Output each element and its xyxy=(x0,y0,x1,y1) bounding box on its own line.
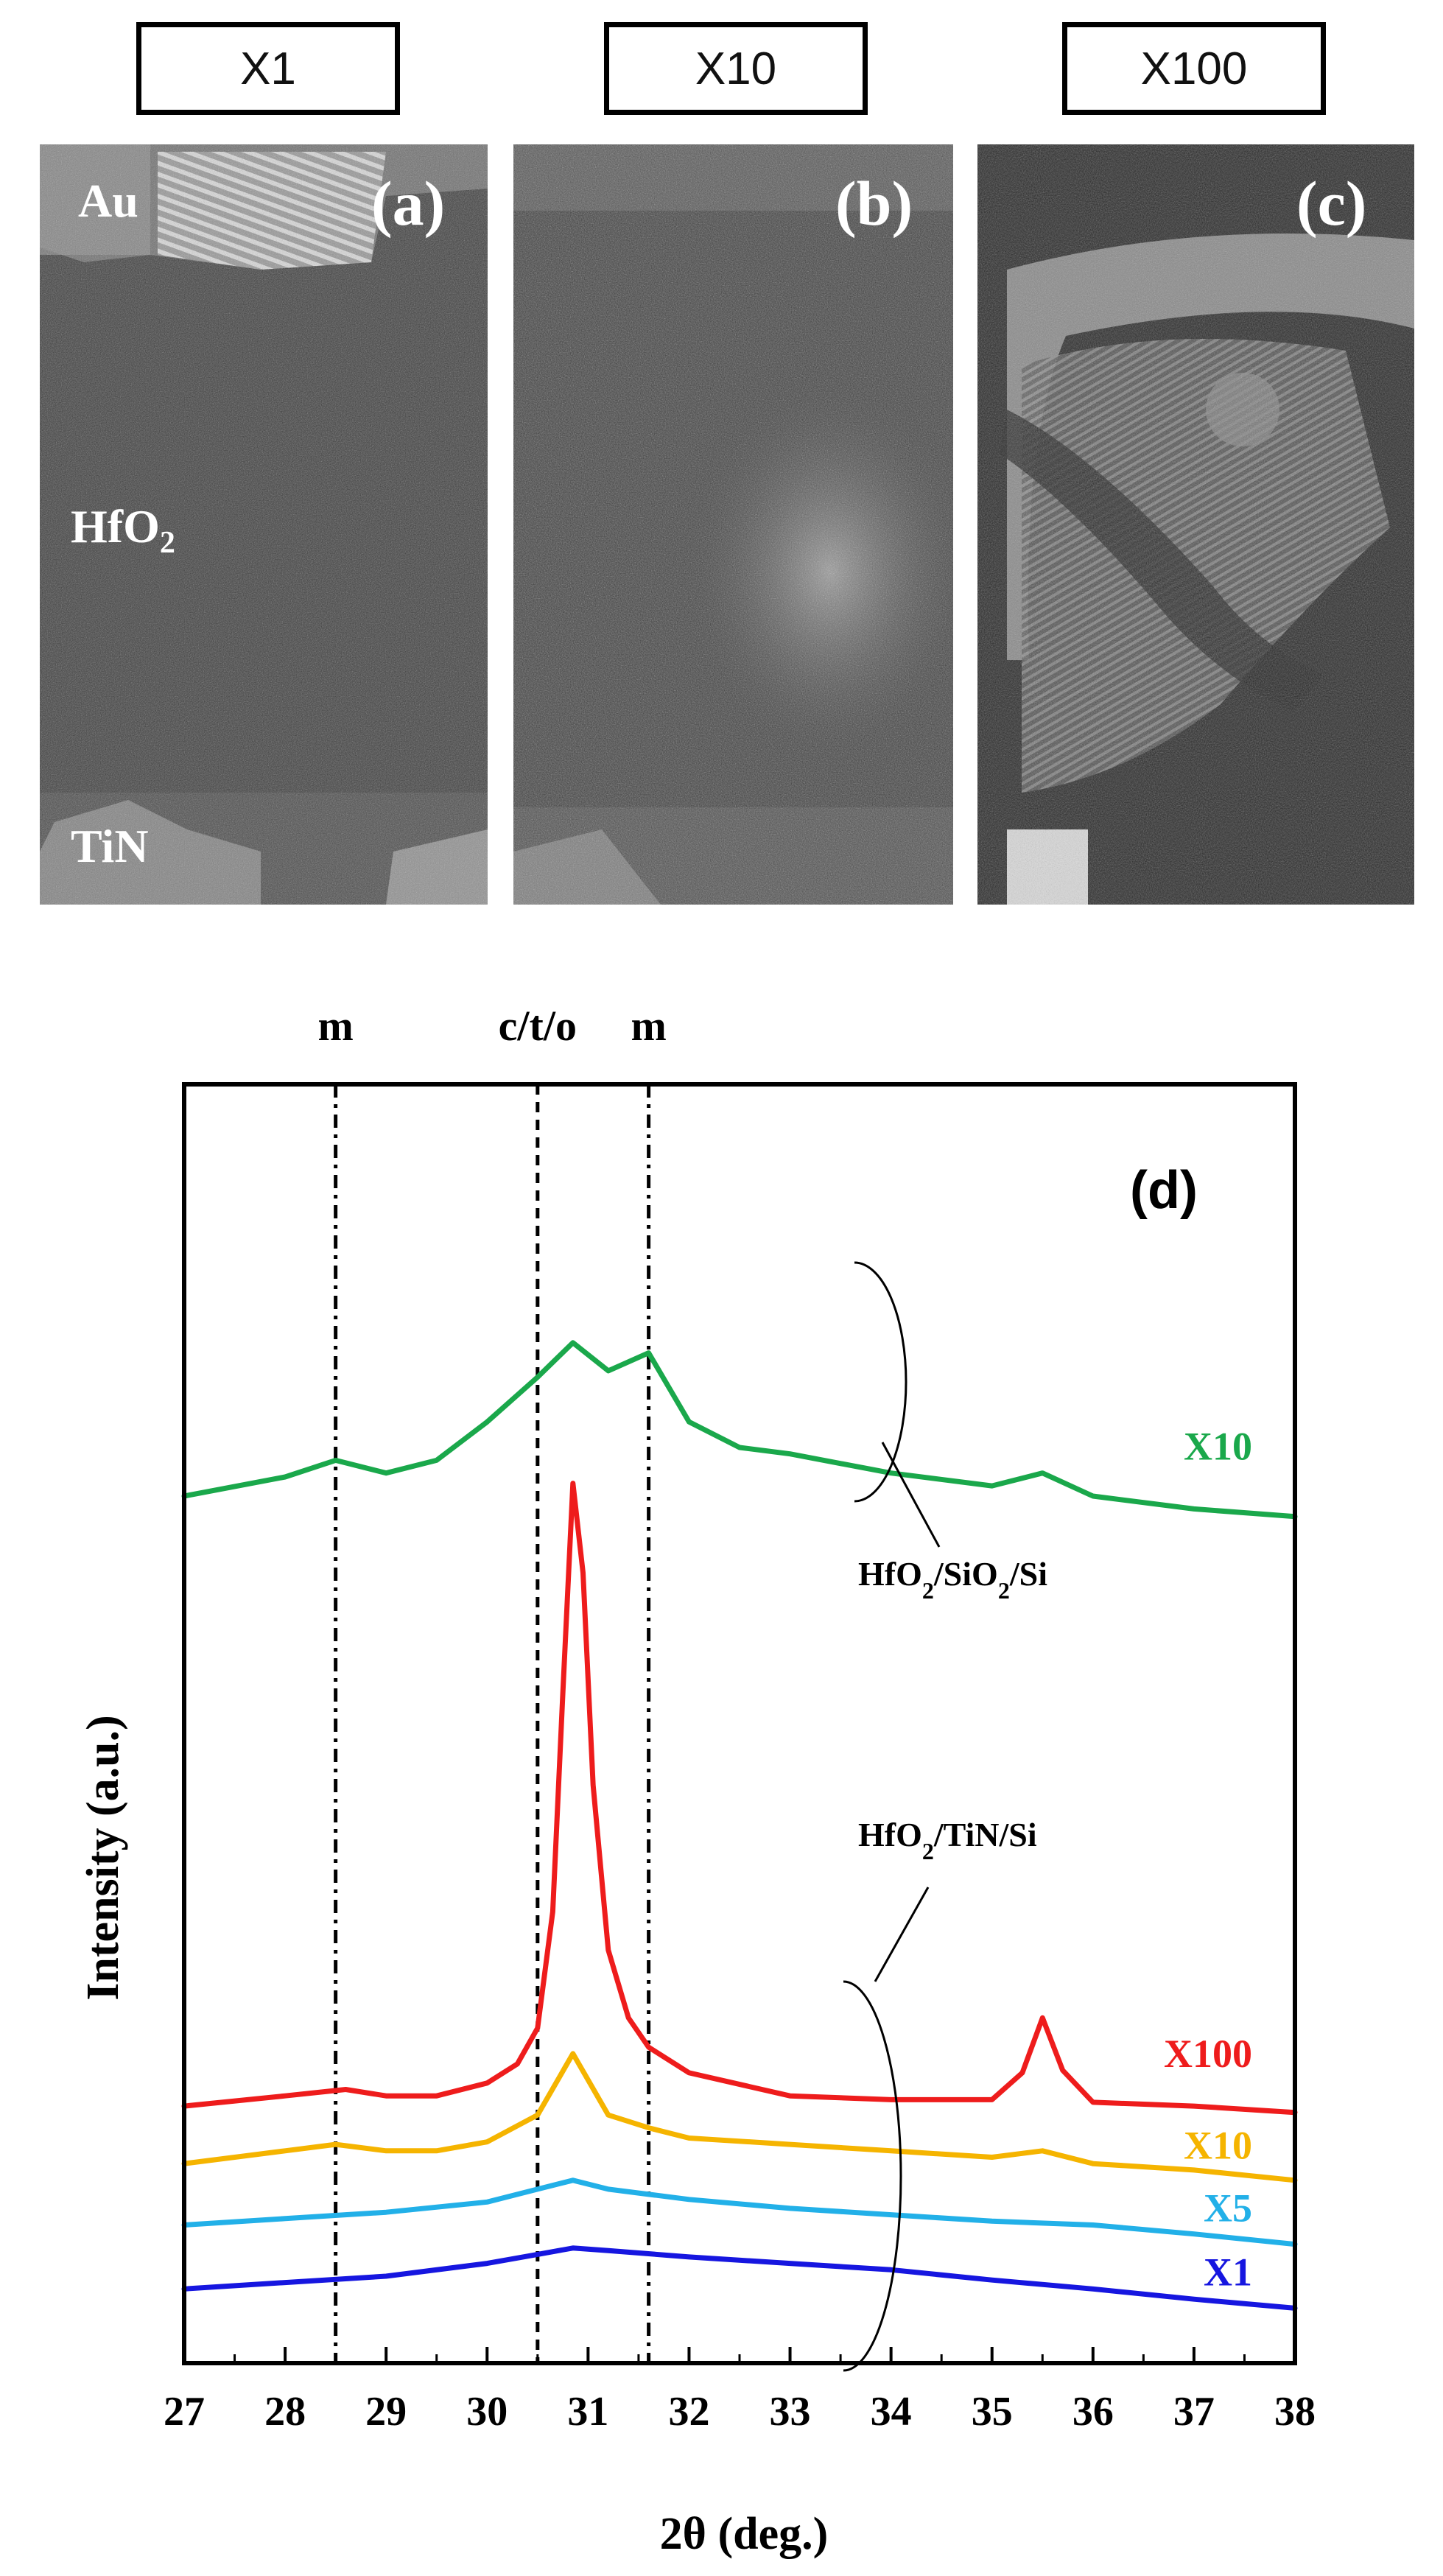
reference-line-label-1: c/t/o xyxy=(499,1002,577,1050)
reference-lines xyxy=(334,1084,651,2363)
tem-image-c xyxy=(977,144,1414,905)
x-tick-label-5: 32 xyxy=(668,2389,709,2435)
panel-c-magnification-box: X100 xyxy=(1062,22,1326,115)
tem-panel-a: (a) Au HfO2 TiN xyxy=(40,144,488,905)
x-tick-label-8: 35 xyxy=(972,2389,1013,2435)
panel-a-letter: (a) xyxy=(371,168,446,239)
series-label-1: X100 xyxy=(1164,2032,1252,2076)
sio2-group-label: HfO2/SiO2/Si xyxy=(858,1555,1047,1604)
tin-layer-label: TiN xyxy=(71,819,149,874)
panel-b-magnification-label: X10 xyxy=(695,43,777,94)
series-label-3: X5 xyxy=(1204,2186,1252,2231)
sio2-group-sub2: 2 xyxy=(998,1577,1010,1604)
x-tick-label-3: 30 xyxy=(466,2389,508,2435)
tem-image-b xyxy=(513,144,953,905)
tem-image-a xyxy=(40,144,488,905)
plot-frame xyxy=(182,1082,1297,2365)
series-line-4 xyxy=(181,2245,1298,2311)
series-layer xyxy=(181,1340,1298,2311)
series-line-2 xyxy=(181,2051,1298,2183)
xrd-chart: 27 28 29 30 31 32 33 34 35 36 37 38 m c/t/o m X10 X100 X… xyxy=(78,1002,1316,2559)
tin-group-part2: /TiN/Si xyxy=(933,1816,1037,1853)
series-label-0: X10 xyxy=(1184,1425,1252,1469)
x-tick-label-2: 29 xyxy=(365,2389,407,2435)
sio2-group-sub1: 2 xyxy=(922,1577,934,1604)
sio2-group-part2: /SiO xyxy=(933,1555,998,1593)
series-line-1 xyxy=(181,1481,1298,2116)
x-tick-label-10: 37 xyxy=(1173,2389,1215,2435)
series-label-4: X1 xyxy=(1204,2250,1252,2294)
x-axis-ticks: 27 28 29 30 31 32 33 34 35 36 37 38 xyxy=(164,2347,1316,2435)
x-axis-title: 2θ (deg.) xyxy=(660,2509,829,2559)
panel-b-magnification-box: X10 xyxy=(604,22,868,115)
reference-line-label-2: m xyxy=(631,1002,666,1050)
tem-panel-b: (b) xyxy=(513,144,953,905)
x-tick-label-6: 33 xyxy=(770,2389,811,2435)
au-layer-label: Au xyxy=(78,174,138,228)
panel-a-magnification-label: X1 xyxy=(240,43,296,94)
tin-layer-text: TiN xyxy=(71,820,149,872)
au-layer-text: Au xyxy=(78,175,138,227)
series-label-2: X10 xyxy=(1184,2123,1252,2167)
hfo2-layer-subscript: 2 xyxy=(159,525,175,560)
series-line-0 xyxy=(181,1340,1298,1520)
series-line-3 xyxy=(181,2177,1298,2247)
panel-a-magnification-box: X1 xyxy=(136,22,400,115)
panel-c-letter: (c) xyxy=(1296,168,1367,239)
panel-c-magnification-label: X100 xyxy=(1140,43,1248,94)
chart-labels: m c/t/o m X10 X100 X10 X5 X1 xyxy=(317,1002,1252,2294)
reference-line-label-0: m xyxy=(317,1002,353,1050)
tin-group-label: HfO2/TiN/Si xyxy=(858,1816,1037,1864)
panel-b-letter: (b) xyxy=(835,168,913,239)
tin-group-bracket xyxy=(843,1980,902,2372)
sio2-group-leader xyxy=(881,1442,941,1548)
tin-group-part1: HfO xyxy=(858,1816,922,1853)
hfo2-layer-label: HfO2 xyxy=(71,499,175,561)
hfo2-layer-text: HfO xyxy=(71,500,160,552)
sio2-group-bracket xyxy=(854,1261,907,1503)
x-tick-label-7: 34 xyxy=(871,2389,912,2435)
panel-d-label: (d) xyxy=(1130,1161,1198,1220)
x-tick-label-1: 28 xyxy=(264,2389,306,2435)
tin-group-sub1: 2 xyxy=(922,1838,934,1864)
x-tick-label-11: 38 xyxy=(1274,2389,1316,2435)
sio2-group-part1: HfO xyxy=(858,1555,922,1593)
tin-group-leader xyxy=(874,1887,930,1982)
x-tick-label-9: 36 xyxy=(1072,2389,1114,2435)
x-tick-label-0: 27 xyxy=(164,2389,205,2435)
tem-panel-c: (c) xyxy=(977,144,1414,905)
sio2-group-part3: /Si xyxy=(1009,1555,1047,1593)
x-tick-label-4: 31 xyxy=(567,2389,608,2435)
y-axis-title: Intensity (a.u.) xyxy=(78,1715,128,2001)
